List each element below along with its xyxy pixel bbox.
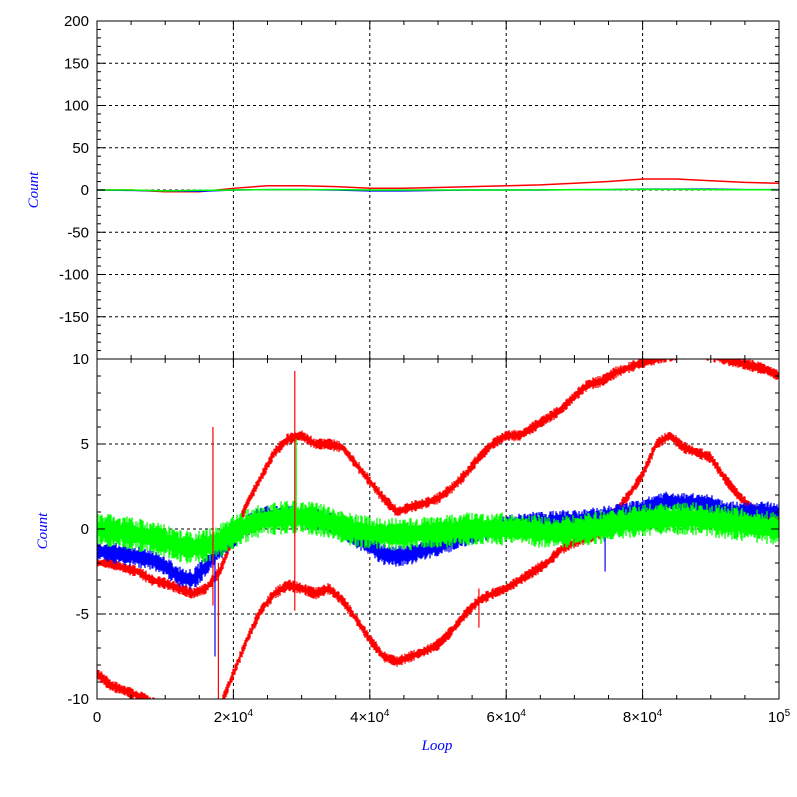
y-tick-label: 150	[64, 55, 89, 72]
y-tick-label: -150	[59, 309, 89, 326]
x-tick-label: 4×104	[350, 708, 390, 726]
y-tick-label: 5	[81, 436, 89, 453]
y-tick-label: 50	[72, 140, 89, 157]
top-y-axis-title: Count	[26, 171, 42, 209]
bottom-panel: -10 -5 0 5 10 0 2×104 4×104 6×104 8×104 105	[67, 351, 791, 726]
series-band-0	[97, 359, 779, 599]
x-tick-label: 8×104	[623, 708, 663, 726]
y-tick-label: 0	[81, 521, 89, 538]
y-tick-label: -50	[67, 224, 89, 241]
x-tick-label: 0	[93, 709, 101, 726]
series-group	[97, 359, 779, 699]
top-panel: -150 -100 -50 0 50 100 150 200	[59, 13, 780, 360]
y-tick-label: 10	[72, 351, 89, 368]
x-tick-label: 105	[768, 708, 791, 726]
bottom-y-axis-title: Count	[35, 512, 51, 550]
series-group	[97, 178, 779, 193]
y-tick-label: 100	[64, 98, 89, 115]
series-line-2	[97, 188, 779, 192]
x-axis-title: Loop	[421, 738, 453, 754]
x-tick-label: 2×104	[214, 708, 254, 726]
series-band-1	[97, 431, 779, 699]
x-tick-label: 6×104	[487, 708, 527, 726]
y-tick-label: 200	[64, 13, 89, 30]
y-tick-label: 0	[81, 182, 89, 199]
y-tick-label: -100	[59, 267, 89, 284]
y-tick-label: -10	[67, 691, 89, 708]
series-band-3	[97, 500, 779, 564]
y-tick-label: -5	[76, 606, 89, 623]
